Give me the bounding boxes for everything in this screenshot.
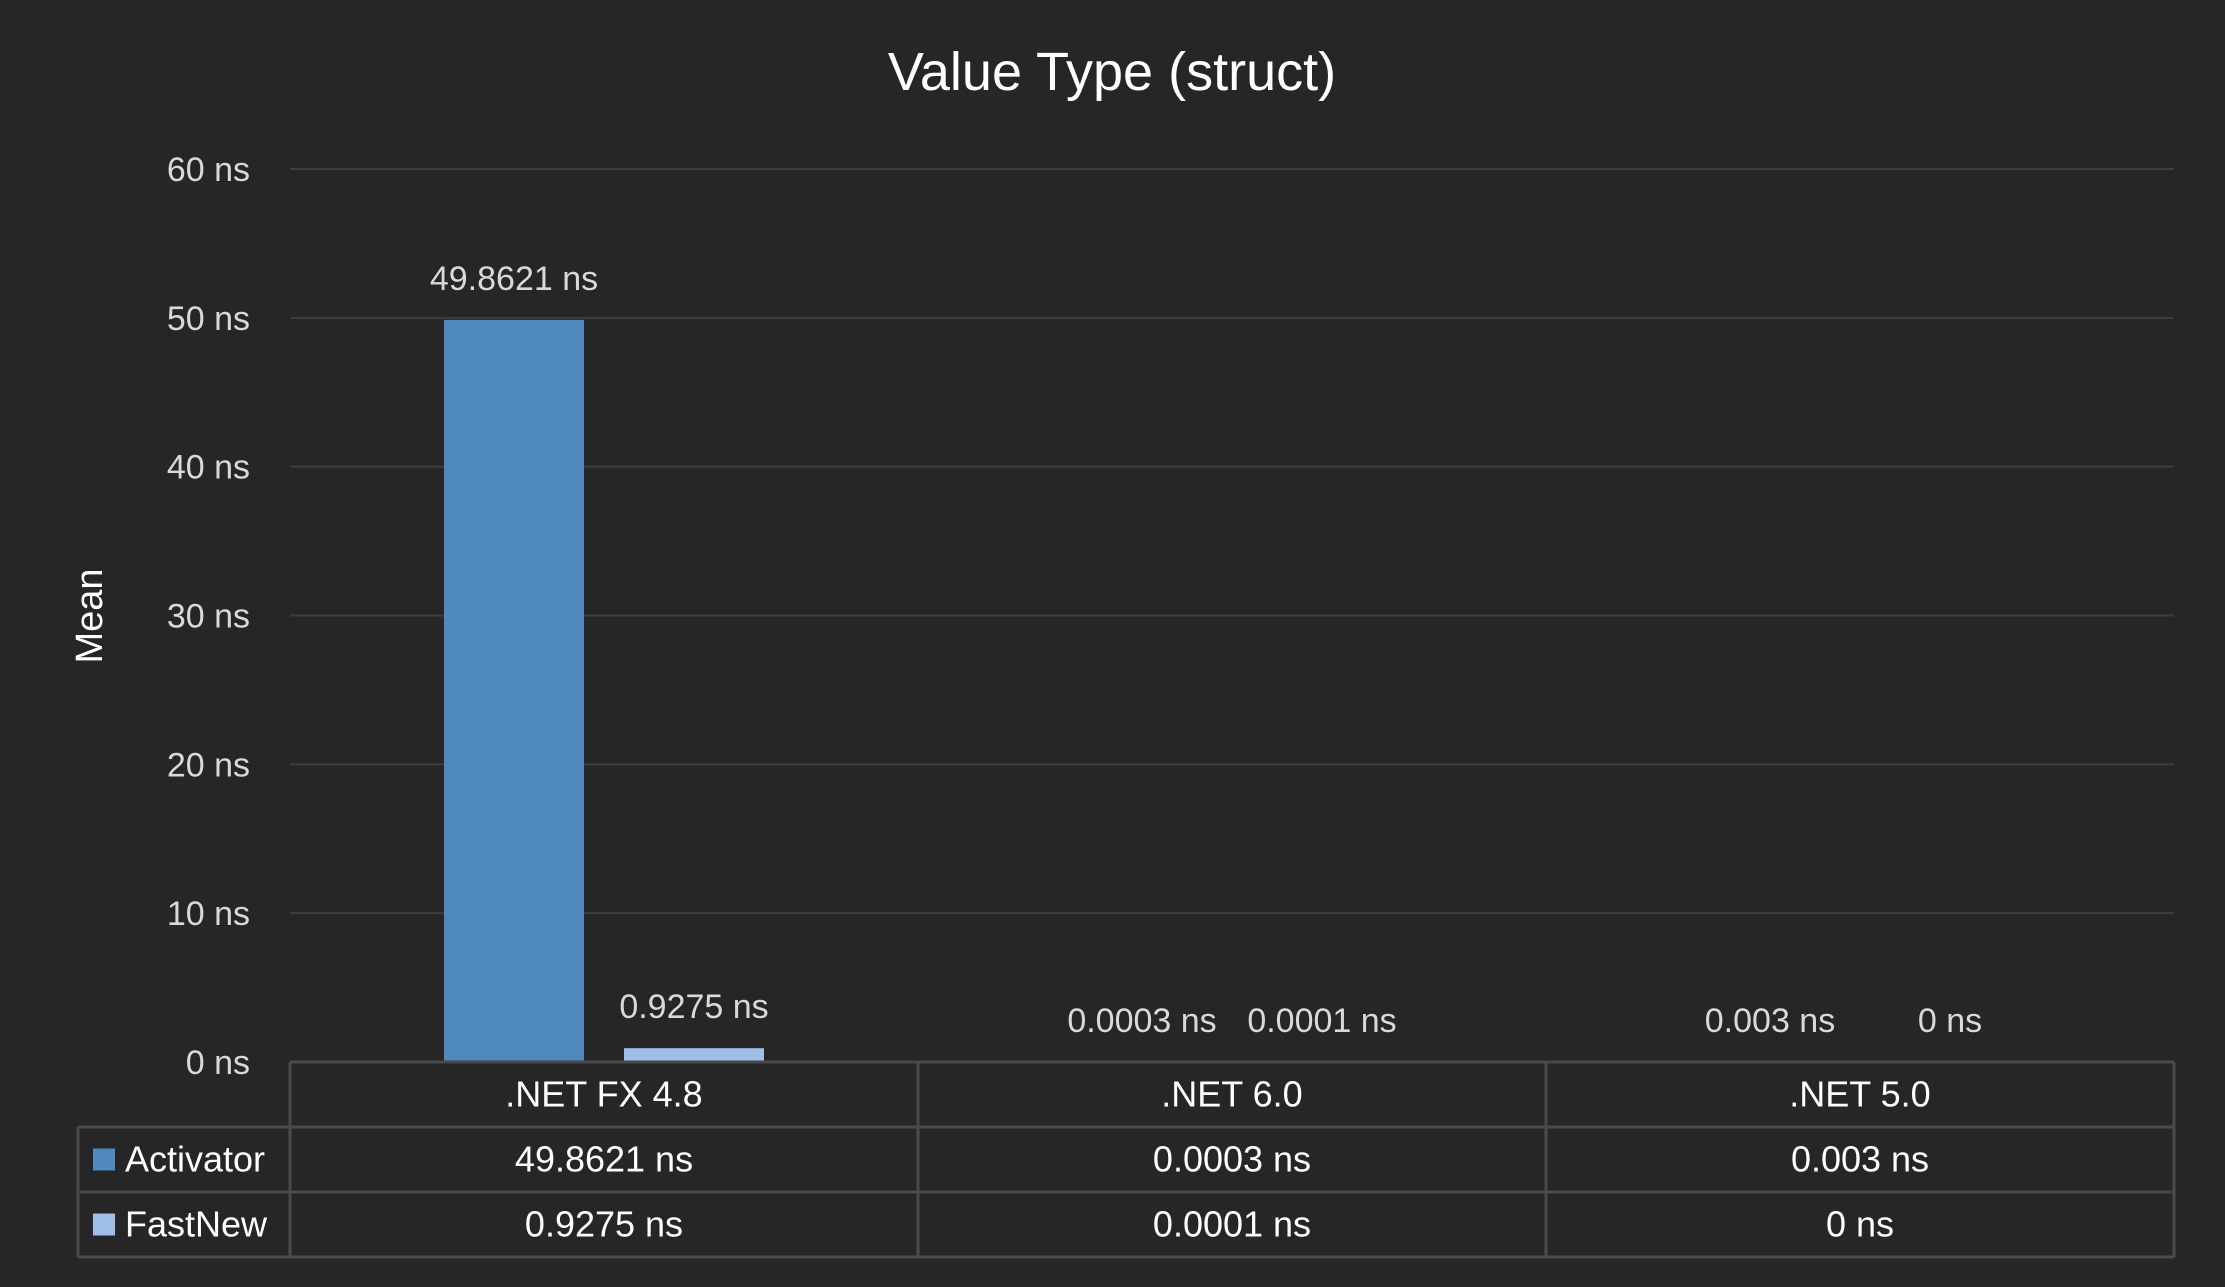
y-tick-label: 60 ns xyxy=(167,151,250,189)
y-tick-label: 30 ns xyxy=(167,598,250,636)
table-value: 0.0003 ns xyxy=(1153,1139,1311,1180)
legend-swatch-fastnew xyxy=(93,1214,115,1236)
bars xyxy=(444,320,1840,1062)
legend-label-activator: Activator xyxy=(125,1139,265,1180)
chart-title: Value Type (struct) xyxy=(888,42,1336,102)
data-label: 49.8621 ns xyxy=(430,260,598,298)
data-table: .NET FX 4.8 .NET 6.0 .NET 5.0 Activator 49.8… xyxy=(78,1062,2174,1257)
y-tick-label: 10 ns xyxy=(167,895,250,933)
data-label: 0.9275 ns xyxy=(619,988,768,1026)
y-axis-ticks: 0 ns 10 ns 20 ns 30 ns 40 ns 50 ns 60 ns xyxy=(167,151,250,1082)
category-label: .NET FX 4.8 xyxy=(505,1074,702,1115)
y-tick-label: 0 ns xyxy=(186,1044,250,1082)
data-label: 0.003 ns xyxy=(1705,1002,1835,1040)
table-value: 0.003 ns xyxy=(1791,1139,1929,1180)
legend-label-fastnew: FastNew xyxy=(125,1204,268,1245)
category-label: .NET 5.0 xyxy=(1789,1074,1930,1115)
bar-activator-0 xyxy=(444,320,584,1062)
table-value: 0.0001 ns xyxy=(1153,1204,1311,1245)
data-labels: 49.8621 ns 0.0003 ns 0.003 ns 0.9275 ns 0.00… xyxy=(430,260,1982,1040)
y-tick-label: 50 ns xyxy=(167,300,250,338)
y-tick-label: 20 ns xyxy=(167,746,250,784)
y-tick-label: 40 ns xyxy=(167,449,250,487)
table-value: 0 ns xyxy=(1826,1204,1894,1245)
table-value: 49.8621 ns xyxy=(515,1139,693,1180)
category-label: .NET 6.0 xyxy=(1161,1074,1302,1115)
legend-swatch-activator xyxy=(93,1149,115,1171)
data-label: 0.0001 ns xyxy=(1247,1002,1396,1040)
bar-fastnew-0 xyxy=(624,1048,764,1062)
y-axis-label: Mean xyxy=(69,568,111,663)
table-value: 0.9275 ns xyxy=(525,1204,683,1245)
data-label: 0.0003 ns xyxy=(1067,1002,1216,1040)
data-label: 0 ns xyxy=(1918,1002,1982,1040)
